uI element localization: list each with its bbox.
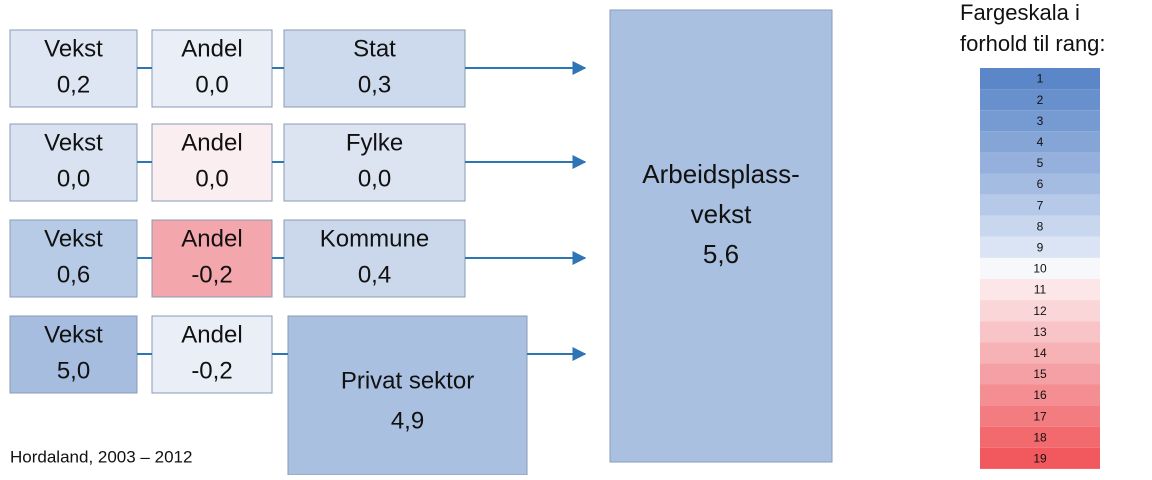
scale-label: 3 [1037, 114, 1044, 128]
box-value: 5,0 [57, 357, 90, 384]
box [151, 123, 273, 202]
box-value: -0,2 [191, 261, 232, 288]
box [283, 219, 466, 298]
box-label: Andel [181, 321, 242, 348]
box-label: Vekst [44, 35, 103, 62]
box-label: Andel [181, 129, 242, 156]
box-value: 0,3 [358, 71, 391, 98]
scale-label: 19 [1033, 452, 1047, 466]
scale-label: 9 [1037, 241, 1044, 255]
box-value: 0,0 [195, 71, 228, 98]
box [283, 123, 466, 202]
scale-label: 16 [1033, 388, 1047, 402]
scale-label: 12 [1033, 304, 1047, 318]
box-value: 0,4 [358, 261, 391, 288]
box-label: Vekst [44, 321, 103, 348]
scale-cell [980, 384, 1100, 406]
scale-label: 18 [1033, 430, 1047, 444]
scale-cell [980, 110, 1100, 132]
scale-cell [980, 363, 1100, 385]
scale-label: 10 [1033, 262, 1047, 276]
legend-title: forhold til rang: [960, 31, 1106, 56]
box [151, 315, 273, 394]
box [283, 29, 466, 108]
result-text: 5,6 [703, 239, 739, 269]
scale-cell [980, 194, 1100, 216]
box-label: Kommune [320, 225, 429, 252]
scale-cell [980, 279, 1100, 301]
scale-label: 2 [1037, 93, 1044, 107]
result-box [609, 9, 833, 463]
scale-cell [980, 342, 1100, 364]
scale-cell [980, 447, 1100, 469]
scale-label: 8 [1037, 219, 1044, 233]
scale-cell [980, 68, 1100, 90]
footnote: Hordaland, 2003 – 2012 [10, 447, 192, 466]
box-value: 0,6 [57, 261, 90, 288]
box-label: Stat [353, 35, 396, 62]
scale-label: 6 [1037, 177, 1044, 191]
scale-cell [980, 321, 1100, 343]
box [9, 29, 138, 108]
box [9, 219, 138, 298]
box-label: Fylke [346, 129, 403, 156]
scale-label: 11 [1034, 283, 1047, 297]
box-value: 0,0 [358, 165, 391, 192]
box [9, 123, 138, 202]
scale-label: 13 [1033, 325, 1047, 339]
box-value: 0,2 [57, 71, 90, 98]
box-label: Vekst [44, 129, 103, 156]
scale-cell [980, 426, 1100, 448]
scale-cell [980, 152, 1100, 174]
scale-label: 15 [1033, 367, 1047, 381]
box-value: -0,2 [191, 357, 232, 384]
scale-cell [980, 89, 1100, 111]
box [287, 315, 528, 476]
scale-cell [980, 257, 1100, 279]
legend-title: Fargeskala i [960, 0, 1080, 25]
box-label: Andel [181, 225, 242, 252]
result-text: vekst [691, 199, 752, 229]
scale-cell [980, 215, 1100, 237]
scale-cell [980, 300, 1100, 322]
box-label: Vekst [44, 225, 103, 252]
scale-label: 17 [1033, 409, 1047, 423]
box-label: Andel [181, 35, 242, 62]
box-value: 0,0 [195, 165, 228, 192]
box-value: 4,9 [391, 407, 424, 434]
scale-cell [980, 173, 1100, 195]
scale-cell [980, 236, 1100, 258]
scale-cell [980, 131, 1100, 153]
box-label: Privat sektor [341, 367, 474, 394]
box-value: 0,0 [57, 165, 90, 192]
scale-label: 7 [1037, 198, 1044, 212]
scale-label: 4 [1037, 135, 1044, 149]
scale-cell [980, 405, 1100, 427]
box [151, 29, 273, 108]
box [9, 315, 138, 394]
box [151, 219, 273, 298]
scale-label: 5 [1037, 156, 1044, 170]
result-text: Arbeidsplass- [642, 159, 800, 189]
scale-label: 1 [1037, 72, 1044, 86]
scale-label: 14 [1033, 346, 1047, 360]
